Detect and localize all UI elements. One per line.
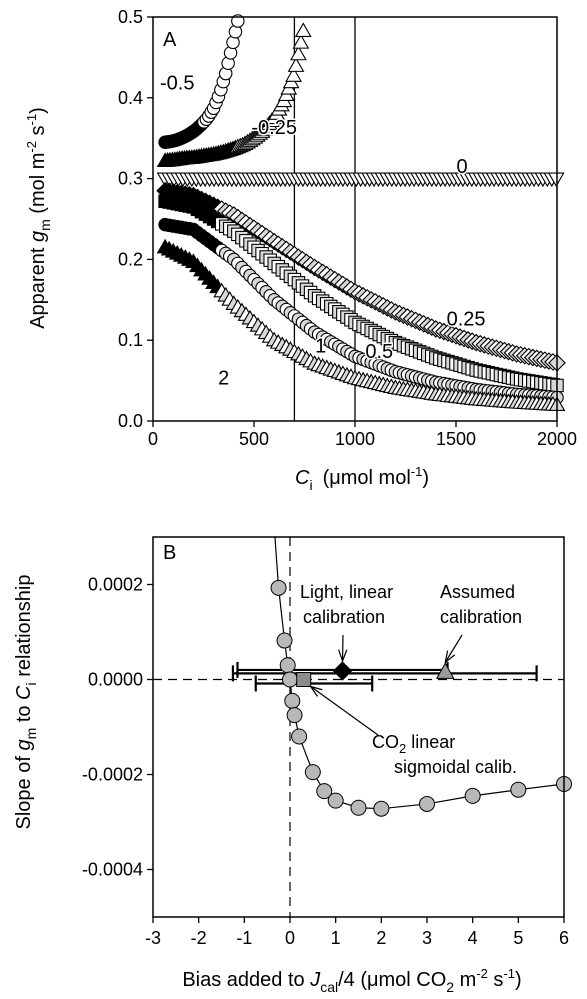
panel-b-annotation-arrow xyxy=(310,686,379,736)
panel-a-curve-label: -0.25 xyxy=(251,117,297,139)
annotation-co2-line2: sigmoidal calib. xyxy=(394,757,517,777)
panel-a-point xyxy=(285,67,302,82)
panel-b-x-tick-label: -1 xyxy=(236,928,252,948)
annotation-light-linear-line2: calibration xyxy=(303,607,385,627)
panel-b-y-tick-label: 0.0000 xyxy=(88,670,143,690)
panel-b-point xyxy=(510,781,527,798)
panel-a-y-tick-label: 0.3 xyxy=(118,169,143,189)
panel-b-point xyxy=(270,579,287,596)
panel-a-x-tick-label: 1500 xyxy=(436,429,476,449)
panel-a-plot-area: -0.5 -0.25 0 0.25 1 0.5 2 xyxy=(156,14,566,421)
panel-a-series-2 xyxy=(156,238,566,411)
panel-a-x-tick-label: 1000 xyxy=(335,429,375,449)
panel-a-series-0 xyxy=(156,172,565,188)
panel-b-point xyxy=(282,671,298,688)
panel-a-series-0.25 xyxy=(156,181,566,372)
panel-b-point xyxy=(291,728,308,745)
panel-a-label: A xyxy=(163,29,177,51)
panel-b-border xyxy=(152,536,565,918)
panel-a-curve-label: 0.5 xyxy=(365,341,393,363)
panel-b-marker-triangle xyxy=(435,662,455,679)
panel-a-curve-label: 0 xyxy=(456,156,467,178)
panel-b-point xyxy=(279,657,296,674)
panel-b-point xyxy=(316,783,333,800)
panel-a-x-tick-label: 2000 xyxy=(537,429,577,449)
panel-a-x-ticks: 0 500 1000 1500 2000 xyxy=(148,421,577,449)
panel-a-x-tick-label: 500 xyxy=(239,429,269,449)
panel-b-y-ticks: 0.0002 0.0000 -0.0002 -0.0004 xyxy=(82,575,153,880)
panel-b-square xyxy=(296,672,312,687)
panel-a: -0.5 -0.25 0 0.25 1 0.5 2 A 0 500 1000 1500 2000 0… xyxy=(24,7,577,493)
panel-b-x-tick-label: -2 xyxy=(191,928,207,948)
panel-b-x-ticks: -3 -2 -1 0 1 2 3 4 5 6 xyxy=(145,917,569,948)
annotation-co2-line1: CO2 linear xyxy=(372,732,455,756)
annotation-light-linear-line1: Light, linear xyxy=(300,582,393,602)
panel-b-point xyxy=(286,707,303,724)
panel-b-marker-square xyxy=(296,672,312,687)
panel-a-point xyxy=(290,45,307,61)
panel-b-marker-diamond xyxy=(332,661,353,681)
panel-b-annotation-arrowhead xyxy=(338,649,348,663)
panel-a-y-tick-label: 0.2 xyxy=(118,249,143,269)
panel-b-diamond xyxy=(332,661,353,681)
panel-a-curve-label: 2 xyxy=(218,368,229,390)
panel-a-x-axis-label: Ci (μmol mol-1) xyxy=(295,464,429,493)
panel-a-curve-label: 1 xyxy=(315,335,326,357)
panel-b-point xyxy=(350,799,367,816)
panel-b-point xyxy=(276,632,293,649)
panel-b-point xyxy=(419,795,435,812)
panel-a-y-tick-label: 0.5 xyxy=(118,7,143,27)
panel-a-point xyxy=(287,57,305,72)
panel-b-annotation-arrowhead xyxy=(444,650,456,664)
annotation-assumed-line2: calibration xyxy=(440,607,522,627)
panel-b-point xyxy=(464,787,481,804)
panel-a-point xyxy=(547,172,565,188)
panel-a-x-tick-label: 0 xyxy=(148,429,158,449)
panel-a-series--0.5 xyxy=(158,14,245,149)
panel-b-y-tick-label: 0.0002 xyxy=(88,575,143,595)
annotation-assumed-line1: Assumed xyxy=(440,582,515,602)
panel-b-x-tick-label: 2 xyxy=(376,928,386,948)
panel-b-label: B xyxy=(163,542,176,564)
panel-b-x-tick-label: -3 xyxy=(145,928,161,948)
panel-b-y-axis-label: Slope of gm to Ci relationship xyxy=(13,575,39,830)
panel-a-y-tick-label: 0.4 xyxy=(118,88,143,108)
panel-b-frame xyxy=(152,536,565,918)
panel-b-y-tick-label: -0.0002 xyxy=(82,765,143,785)
panel-a-point xyxy=(292,33,310,49)
panel-b-annotation-arrowhead xyxy=(309,685,323,697)
panel-a-point xyxy=(231,14,245,28)
panel-a-y-tick-label: 0.1 xyxy=(118,330,143,350)
panel-b-point xyxy=(284,692,301,709)
panel-b-x-tick-label: 4 xyxy=(468,928,478,948)
panel-a-y-tick-label: 0.0 xyxy=(118,411,143,431)
panel-a-point xyxy=(294,22,312,38)
panel-b-x-tick-label: 1 xyxy=(331,928,341,948)
panel-b: B -3 -2 -1 0 1 2 3 4 5 6 0.0002 0.0000 -0.0002 -0.00… xyxy=(13,536,572,995)
panel-b-x-tick-label: 0 xyxy=(285,928,295,948)
panel-a-y-ticks: 0.0 0.1 0.2 0.3 0.4 0.5 xyxy=(118,7,153,431)
panel-b-x-tick-label: 3 xyxy=(422,928,432,948)
panel-b-point xyxy=(327,792,344,809)
panel-a-curve-label: 0.25 xyxy=(447,309,486,331)
panel-b-triangle xyxy=(435,662,455,679)
panel-b-annotations: Light, linear calibration Assumed calibr… xyxy=(300,582,522,777)
panel-a-curve-label: -0.5 xyxy=(160,73,194,95)
panel-b-point xyxy=(304,764,321,781)
panel-b-y-tick-label: -0.0004 xyxy=(82,860,143,880)
panel-b-annotation-arrow xyxy=(444,634,463,663)
panel-a-series--0.25 xyxy=(156,22,312,167)
panel-b-x-tick-label: 5 xyxy=(513,928,523,948)
panel-a-y-axis-label: Apparent gm (mol m-2 s-1) xyxy=(24,107,53,329)
panel-b-x-tick-label: 6 xyxy=(559,928,569,948)
panel-b-point xyxy=(373,800,390,817)
panel-b-x-axis-label: Bias added to Jcal/4 (μmol CO2 m-2 s-1) xyxy=(182,966,521,995)
panel-b-plot-area xyxy=(153,536,572,917)
